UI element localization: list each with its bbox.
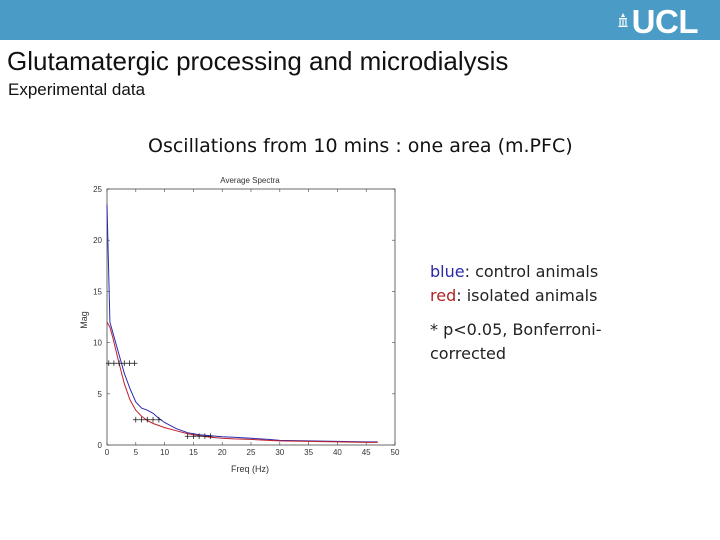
spectra-chart: Average Spectra Freq (Hz) Mag 0 5 10 15 20 25…: [79, 176, 400, 474]
significance-marker: +: [115, 359, 123, 369]
x-tick-label: 45: [362, 448, 371, 457]
section-heading: Oscillations from 10 mins : one area (m.…: [148, 135, 573, 157]
slide-title: Glutamatergic processing and microdialys…: [7, 46, 509, 76]
series-line-1: [106, 321, 378, 443]
legend-control: blue: control animals: [430, 260, 630, 284]
legend: blue: control animals red: isolated anim…: [430, 260, 630, 366]
slide-subtitle: Experimental data: [8, 80, 146, 99]
logo-text: UCL: [631, 3, 699, 40]
portico-icon: [618, 13, 628, 27]
legend-red-word: red: [430, 286, 457, 305]
series-line-0: [106, 204, 378, 443]
ucl-logo: UCL: [618, 3, 699, 40]
x-tick-label: 25: [247, 448, 256, 457]
y-axis-label: Mag: [79, 311, 89, 329]
legend-blue-text: : control animals: [464, 262, 599, 281]
x-tick-label: 0: [105, 448, 110, 457]
y-tick-label: 10: [93, 339, 102, 348]
significance-marker: +: [201, 432, 209, 442]
legend-red-text: : isolated animals: [456, 286, 598, 305]
significance-marker: +: [155, 415, 163, 425]
significance-marker: +: [195, 432, 203, 442]
significance-marker: +: [121, 359, 129, 369]
y-tick-label: 5: [98, 390, 103, 399]
significance-marker: +: [110, 359, 118, 369]
header-bar: UCL: [0, 0, 720, 40]
significance-marker: +: [190, 432, 198, 442]
significance-marker: +: [131, 359, 139, 369]
significance-note: * p<0.05, Bonferroni-: [430, 320, 602, 339]
y-tick-label: 15: [93, 287, 102, 296]
significance-marker: +: [144, 415, 152, 425]
x-axis-label: Freq (Hz): [231, 464, 269, 474]
x-tick-label: 40: [333, 448, 342, 457]
significance-marker: +: [149, 415, 157, 425]
significance-marker: +: [105, 359, 113, 369]
legend-isolated: red: isolated animals: [430, 284, 630, 308]
significance-marker: +: [184, 432, 192, 442]
significance-note-cont: corrected: [430, 344, 507, 363]
significance-marker: +: [132, 415, 140, 425]
significance-marker: +: [138, 415, 146, 425]
x-tick-label: 50: [391, 448, 400, 457]
y-tick-label: 25: [93, 185, 102, 194]
plot-frame: [106, 188, 396, 446]
y-tick-label: 20: [93, 236, 102, 245]
x-tick-label: 35: [304, 448, 313, 457]
significance-marker: +: [126, 359, 134, 369]
x-tick-label: 20: [218, 448, 227, 457]
x-tick-label: 10: [160, 448, 169, 457]
y-tick-label: 0: [98, 441, 103, 450]
legend-blue-word: blue: [430, 262, 465, 281]
x-tick-label: 30: [275, 448, 284, 457]
chart-title: Average Spectra: [220, 176, 280, 185]
significance-marker: +: [207, 432, 215, 442]
x-tick-label: 5: [134, 448, 139, 457]
x-tick-label: 15: [189, 448, 198, 457]
